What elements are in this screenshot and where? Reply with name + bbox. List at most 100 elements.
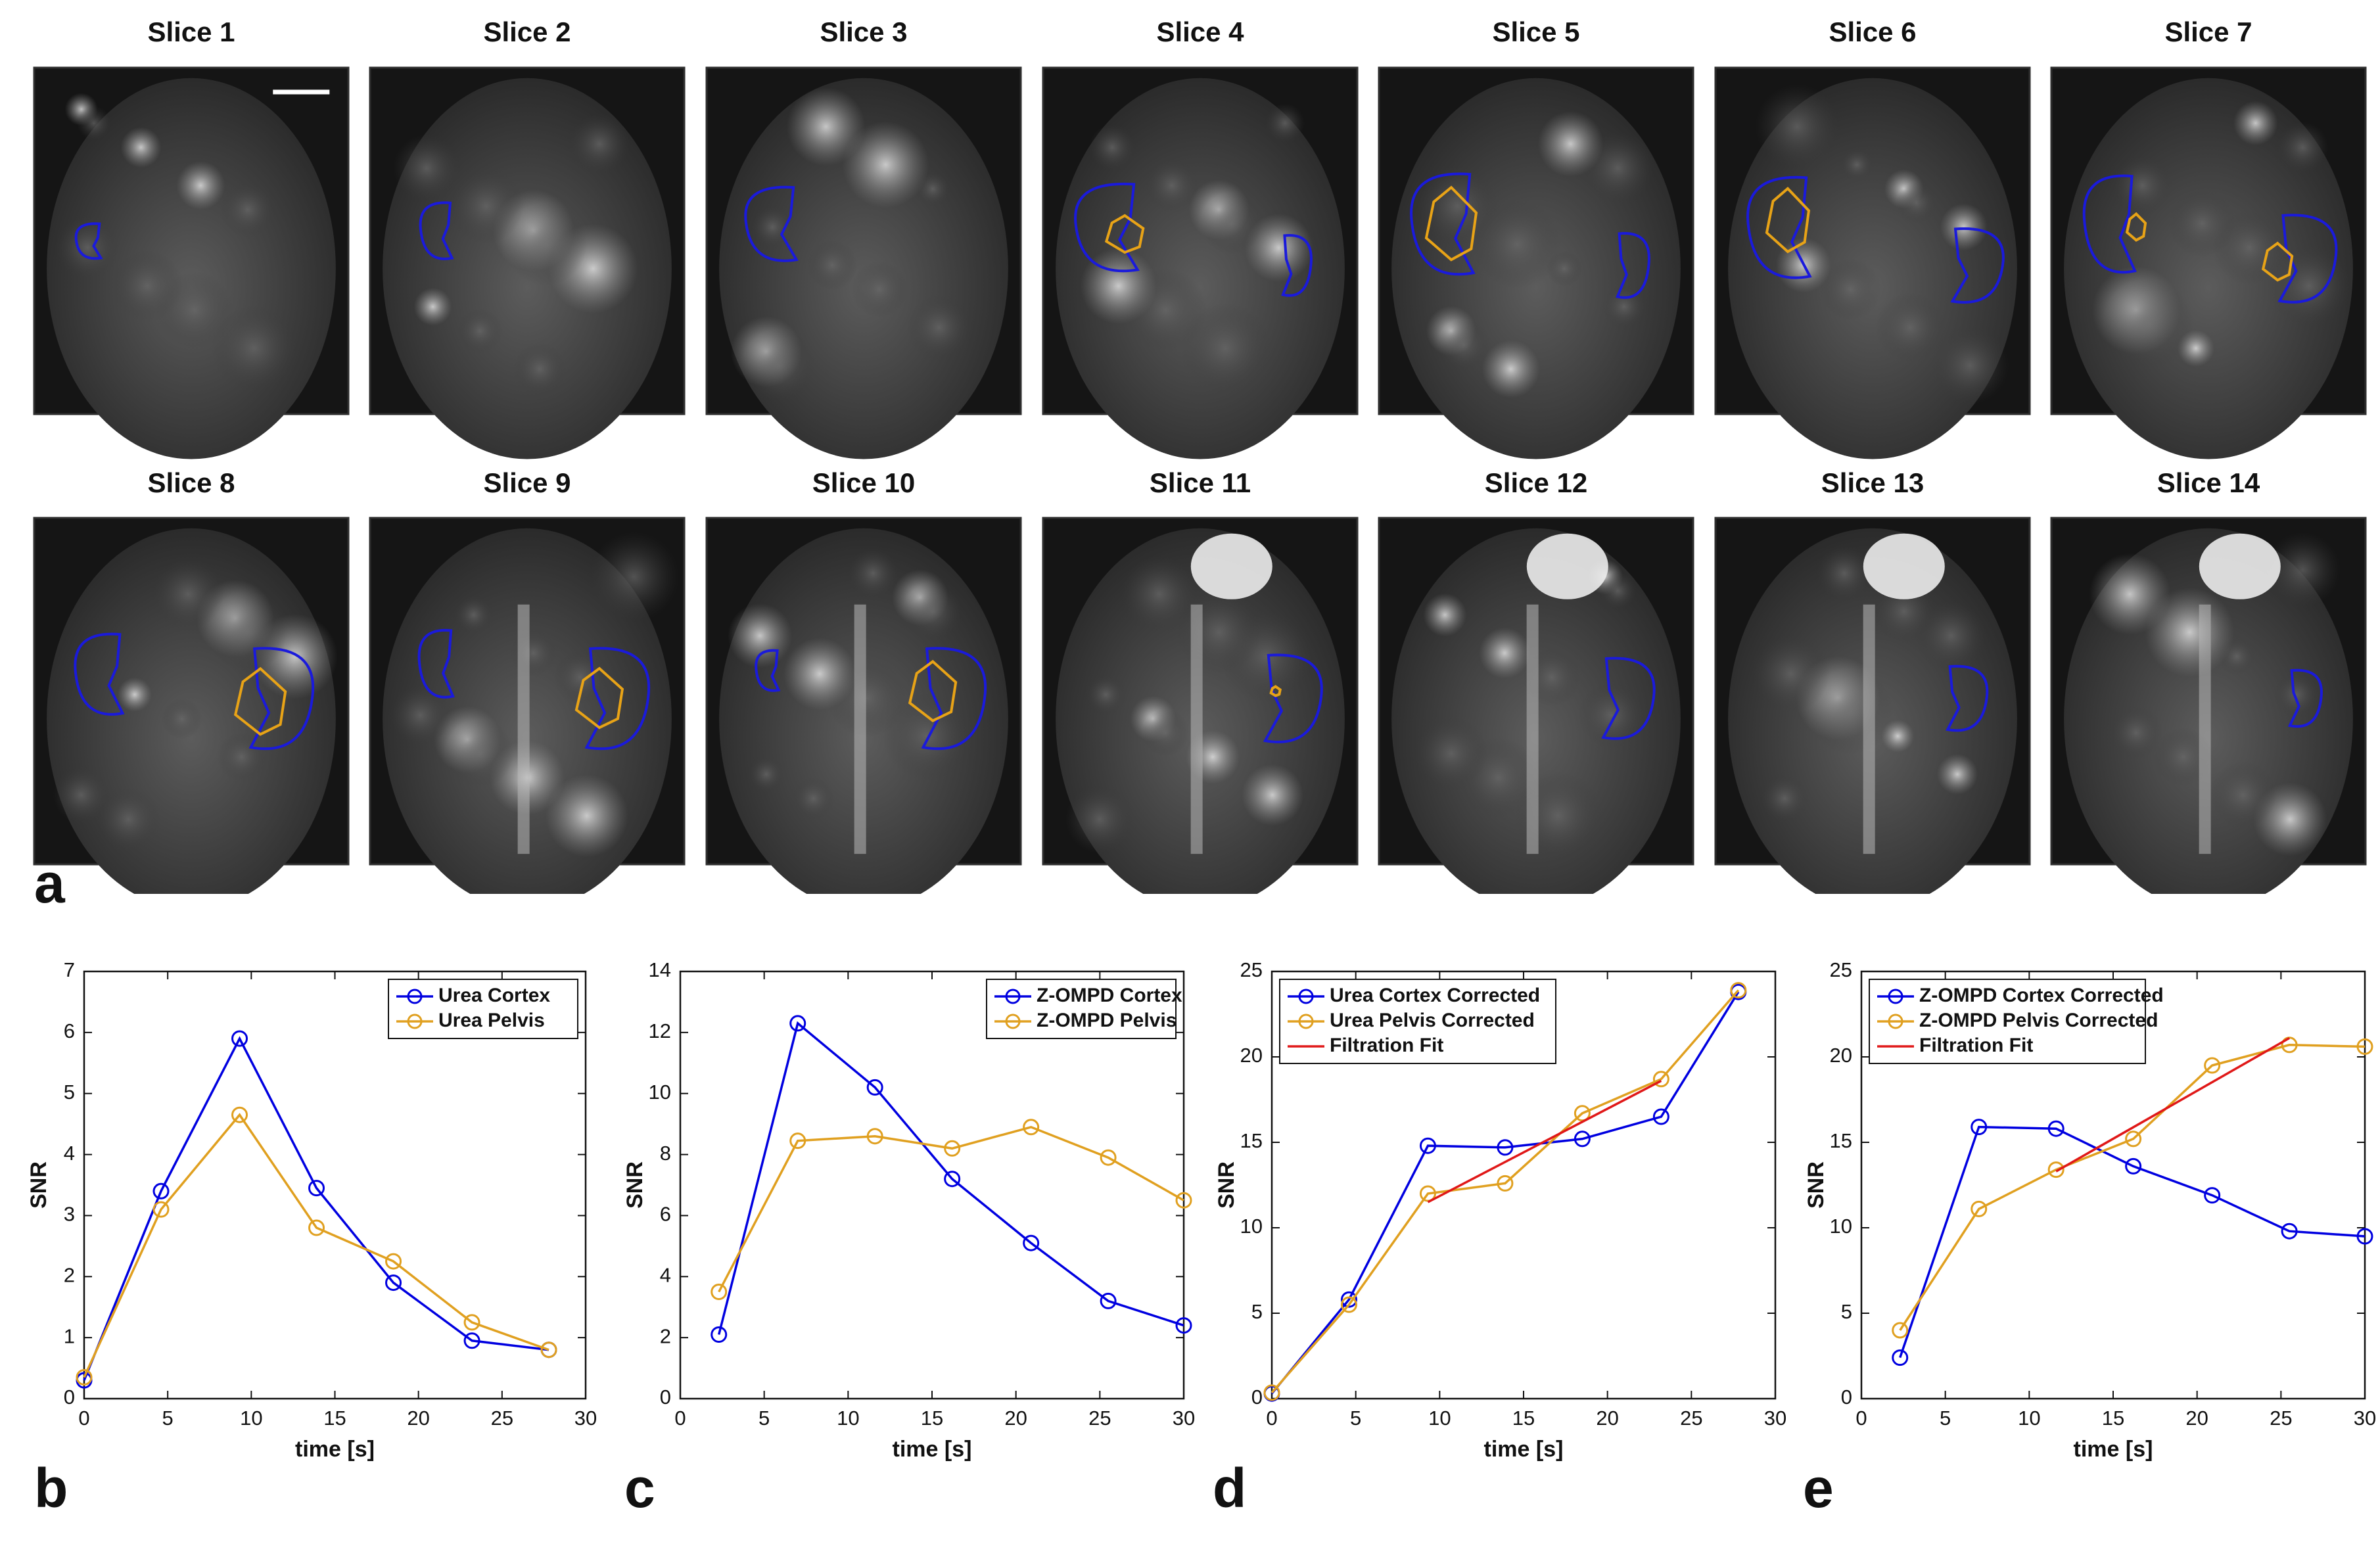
data-point bbox=[2047, 1161, 2065, 1178]
data-point bbox=[866, 1128, 883, 1145]
y-tick-label: 0 bbox=[1841, 1386, 1852, 1409]
x-tick-label: 0 bbox=[78, 1407, 89, 1430]
mri-slice-image bbox=[1714, 517, 2031, 894]
legend-marker bbox=[1005, 1013, 1021, 1029]
data-point bbox=[1971, 1200, 1988, 1217]
y-axis-label: SNR bbox=[1804, 1161, 1829, 1209]
x-tick-label: 0 bbox=[1855, 1407, 1867, 1430]
y-tick-label: 0 bbox=[1251, 1386, 1263, 1409]
x-tick-label: 15 bbox=[1512, 1407, 1535, 1430]
series-line bbox=[1271, 989, 1740, 1394]
mri-slice-image bbox=[1042, 517, 1359, 894]
data-point bbox=[711, 1284, 728, 1300]
data-point bbox=[2281, 1037, 2298, 1054]
y-tick-label: 15 bbox=[1830, 1129, 1852, 1152]
data-point bbox=[385, 1253, 402, 1270]
y-tick-label: 4 bbox=[64, 1142, 75, 1165]
data-point bbox=[1892, 1349, 1909, 1366]
slice-title: Slice 12 bbox=[1485, 467, 1587, 498]
chart-panel-e: 0 5 10 15 20 25 30 0 5 10 15 20 25 time [s] SNR Z-OMPD … bbox=[1804, 958, 2376, 1462]
data-point bbox=[789, 1132, 806, 1150]
x-tick-label: 10 bbox=[837, 1407, 859, 1430]
data-point bbox=[711, 1326, 728, 1343]
x-tick-label: 20 bbox=[2185, 1407, 2208, 1430]
panel-label-b: b bbox=[34, 1457, 68, 1519]
series-line bbox=[1899, 1125, 2366, 1359]
y-tick-label: 14 bbox=[649, 958, 671, 981]
y-tick-label: 3 bbox=[64, 1203, 75, 1226]
x-tick-label: 25 bbox=[491, 1407, 513, 1430]
y-tick-label: 0 bbox=[64, 1386, 75, 1409]
data-point bbox=[1971, 1119, 1988, 1136]
series-line bbox=[718, 1125, 1184, 1293]
chart-panel-b: 0 5 10 15 20 25 30 0 1 2 3 4 5 6 7 time [s] SNR Urea Cort… bbox=[26, 958, 597, 1462]
legend-label: Filtration Fit bbox=[1919, 1035, 2033, 1056]
x-axis-label: time [s] bbox=[2074, 1437, 2153, 1462]
y-tick-label: 7 bbox=[64, 958, 75, 981]
data-point bbox=[2204, 1057, 2221, 1074]
legend-label: Z-OMPD Pelvis Corrected bbox=[1919, 1010, 2158, 1031]
data-point bbox=[1652, 1071, 1669, 1088]
data-point bbox=[2204, 1187, 2221, 1204]
legend-marker bbox=[1005, 989, 1021, 1004]
x-tick-label: 10 bbox=[1428, 1407, 1451, 1430]
data-point bbox=[152, 1182, 170, 1200]
x-tick-label: 0 bbox=[674, 1407, 686, 1430]
mri-slice-image bbox=[1378, 517, 1694, 894]
data-point bbox=[2047, 1120, 2065, 1137]
series-line bbox=[1427, 1079, 1662, 1203]
y-axis-label: SNR bbox=[1214, 1161, 1239, 1209]
x-tick-label: 30 bbox=[574, 1407, 597, 1430]
y-tick-label: 20 bbox=[1240, 1044, 1263, 1067]
x-tick-label: 0 bbox=[1266, 1407, 1277, 1430]
x-axis-label: time [s] bbox=[295, 1437, 375, 1462]
y-tick-label: 1 bbox=[64, 1324, 75, 1347]
data-point bbox=[463, 1314, 480, 1331]
x-tick-label: 25 bbox=[2270, 1407, 2292, 1430]
data-point bbox=[1574, 1105, 1591, 1122]
data-point bbox=[1023, 1119, 1040, 1136]
y-tick-label: 5 bbox=[1251, 1300, 1263, 1323]
y-tick-label: 12 bbox=[649, 1019, 671, 1042]
y-tick-label: 20 bbox=[1830, 1044, 1852, 1067]
x-tick-label: 5 bbox=[1350, 1407, 1361, 1430]
legend: Z-OMPD Cortex Z-OMPD Pelvis bbox=[986, 979, 1182, 1039]
series-line bbox=[1899, 1044, 2366, 1331]
data-point bbox=[1100, 1149, 1117, 1166]
series-line bbox=[718, 1021, 1184, 1335]
mri-slice-image bbox=[705, 66, 1022, 459]
slice-title: Slice 7 bbox=[2164, 16, 2252, 47]
data-point bbox=[1100, 1292, 1117, 1309]
data-point bbox=[2125, 1130, 2142, 1148]
mri-slice-image bbox=[369, 517, 686, 894]
slice-title: Slice 10 bbox=[812, 467, 915, 498]
x-tick-label: 15 bbox=[921, 1407, 943, 1430]
data-point bbox=[1419, 1185, 1436, 1202]
series-line bbox=[1271, 991, 1740, 1395]
data-point bbox=[1023, 1234, 1040, 1251]
slice-title: Slice 13 bbox=[1821, 467, 1924, 498]
y-tick-label: 15 bbox=[1240, 1129, 1263, 1152]
data-point bbox=[540, 1341, 557, 1359]
data-point bbox=[1497, 1139, 1514, 1156]
y-tick-label: 2 bbox=[660, 1324, 671, 1347]
slice-title: Slice 14 bbox=[2157, 467, 2260, 498]
x-tick-label: 10 bbox=[2018, 1407, 2040, 1430]
y-tick-label: 2 bbox=[64, 1263, 75, 1286]
x-tick-label: 25 bbox=[1088, 1407, 1111, 1430]
data-point bbox=[1175, 1192, 1192, 1209]
legend-marker bbox=[1888, 1013, 1903, 1029]
slice-title: Slice 5 bbox=[1492, 16, 1579, 47]
mri-slice-image bbox=[705, 517, 1022, 894]
x-tick-label: 30 bbox=[1173, 1407, 1195, 1430]
mri-slice-grid: Slice 1 Slice 2 Slice 3 Slice 4 Slice 5 Slice… bbox=[33, 16, 2367, 894]
legend-label: Urea Cortex bbox=[438, 985, 550, 1006]
data-point bbox=[944, 1171, 961, 1188]
y-tick-label: 25 bbox=[1830, 958, 1852, 981]
data-point bbox=[2125, 1157, 2142, 1175]
legend-label: Z-OMPD Pelvis bbox=[1037, 1010, 1177, 1031]
data-point bbox=[1175, 1317, 1192, 1334]
y-tick-label: 5 bbox=[1841, 1300, 1852, 1323]
plot-area bbox=[83, 970, 587, 1400]
y-tick-label: 4 bbox=[660, 1263, 671, 1286]
